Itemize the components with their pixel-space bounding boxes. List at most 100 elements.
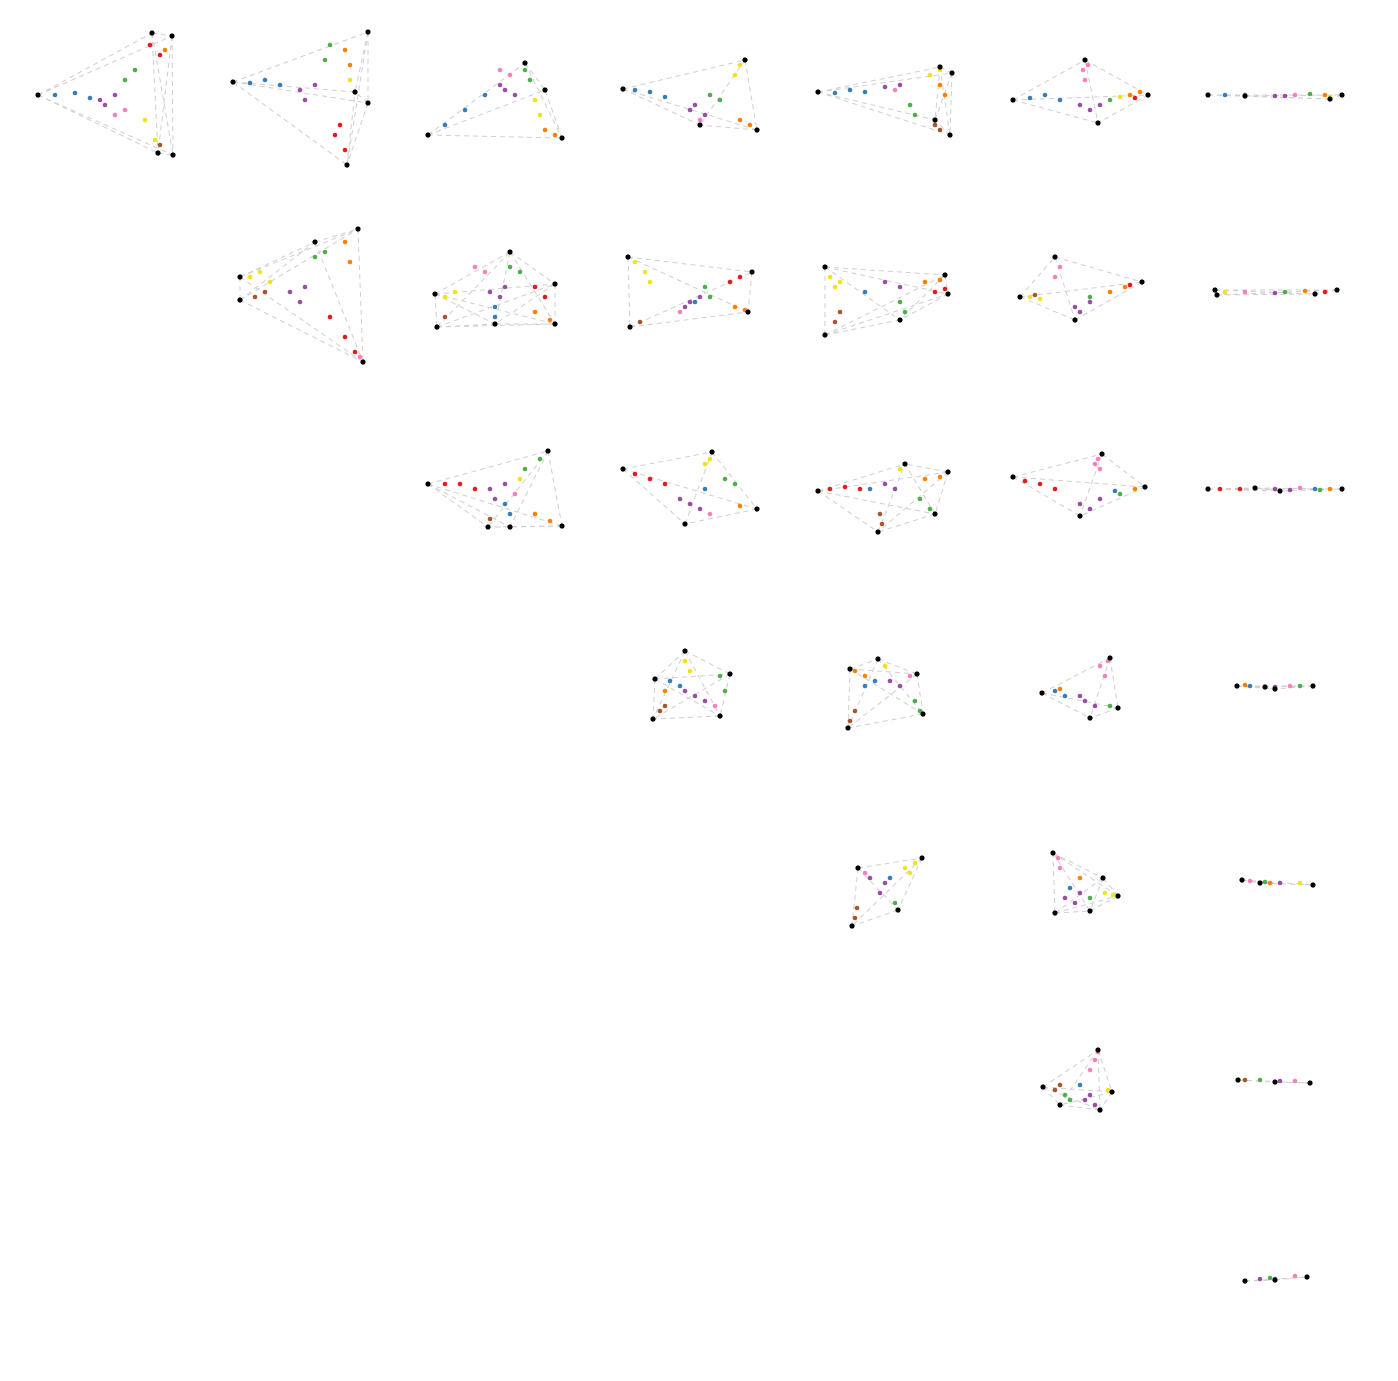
point <box>487 486 493 492</box>
edge <box>346 91 356 166</box>
point <box>1247 683 1253 689</box>
point <box>327 314 333 320</box>
vertex <box>709 449 715 455</box>
edge <box>654 678 721 717</box>
vertex <box>932 117 938 123</box>
edge <box>524 62 563 139</box>
point <box>122 107 128 113</box>
point <box>482 92 488 98</box>
edge <box>897 857 923 911</box>
point <box>472 264 478 270</box>
vertex <box>522 60 528 66</box>
point <box>892 87 898 93</box>
point <box>882 663 888 669</box>
edge <box>1214 289 1316 295</box>
point <box>867 486 873 492</box>
point <box>937 277 943 283</box>
point <box>1057 97 1063 103</box>
edge <box>239 228 359 301</box>
point <box>737 503 743 509</box>
point <box>497 67 503 73</box>
vertex <box>1242 93 1248 99</box>
point <box>1327 486 1333 492</box>
point <box>942 286 948 292</box>
point <box>1302 288 1308 294</box>
point <box>747 122 753 128</box>
edge <box>1052 852 1056 914</box>
point <box>912 860 918 866</box>
point <box>1082 77 1088 83</box>
vertex <box>849 923 855 929</box>
point <box>1312 486 1318 492</box>
panel <box>1039 655 1121 721</box>
edge <box>1041 657 1111 694</box>
point <box>1062 1092 1068 1098</box>
point <box>312 82 318 88</box>
point <box>347 259 353 265</box>
point <box>1102 890 1108 896</box>
point <box>1087 299 1093 305</box>
vertex <box>1239 877 1245 883</box>
edge <box>1097 1049 1101 1111</box>
point <box>707 92 713 98</box>
point <box>847 718 853 724</box>
point <box>1092 703 1098 709</box>
vertex <box>1257 880 1263 886</box>
point <box>907 102 913 108</box>
edge <box>1041 692 1119 709</box>
edge <box>877 658 918 675</box>
edge <box>1274 685 1314 690</box>
vertex <box>745 309 751 315</box>
edge <box>487 525 563 528</box>
vertex <box>149 30 155 36</box>
point <box>487 289 493 295</box>
point <box>507 72 513 78</box>
edge <box>1052 852 1091 912</box>
vertex <box>749 269 755 275</box>
edge <box>817 91 936 121</box>
edge <box>434 251 511 295</box>
edge <box>436 283 556 328</box>
point <box>1072 900 1078 906</box>
point <box>722 476 728 482</box>
edge <box>1079 486 1146 517</box>
vertex <box>1242 1278 1248 1284</box>
edge <box>37 35 173 96</box>
edge <box>1041 692 1091 719</box>
vertex <box>822 264 828 270</box>
vertex <box>434 324 440 330</box>
point <box>717 97 723 103</box>
vertex <box>365 29 371 35</box>
point <box>707 456 713 462</box>
edge <box>847 658 879 729</box>
point <box>1077 102 1083 108</box>
point <box>1077 875 1083 881</box>
point <box>1092 461 1098 467</box>
edge <box>654 673 731 680</box>
point <box>1237 486 1243 492</box>
point <box>247 80 253 86</box>
vertex <box>937 64 943 70</box>
edge <box>239 228 359 278</box>
edge <box>824 274 946 336</box>
point <box>72 90 78 96</box>
edge <box>1019 296 1076 321</box>
vertex <box>237 297 243 303</box>
point <box>827 274 833 280</box>
panel <box>237 226 366 365</box>
point <box>352 349 358 355</box>
panel <box>1050 850 1121 916</box>
vertex <box>1272 1079 1278 1085</box>
panel <box>1040 1047 1115 1113</box>
edge <box>877 463 906 533</box>
point <box>537 112 543 118</box>
edge <box>1054 877 1104 914</box>
vertex <box>627 324 633 330</box>
vertex <box>559 135 565 141</box>
point <box>532 309 538 315</box>
vertex <box>1272 686 1278 692</box>
edge <box>699 59 746 126</box>
point <box>632 87 638 93</box>
point <box>507 264 513 270</box>
vertex <box>1052 910 1058 916</box>
